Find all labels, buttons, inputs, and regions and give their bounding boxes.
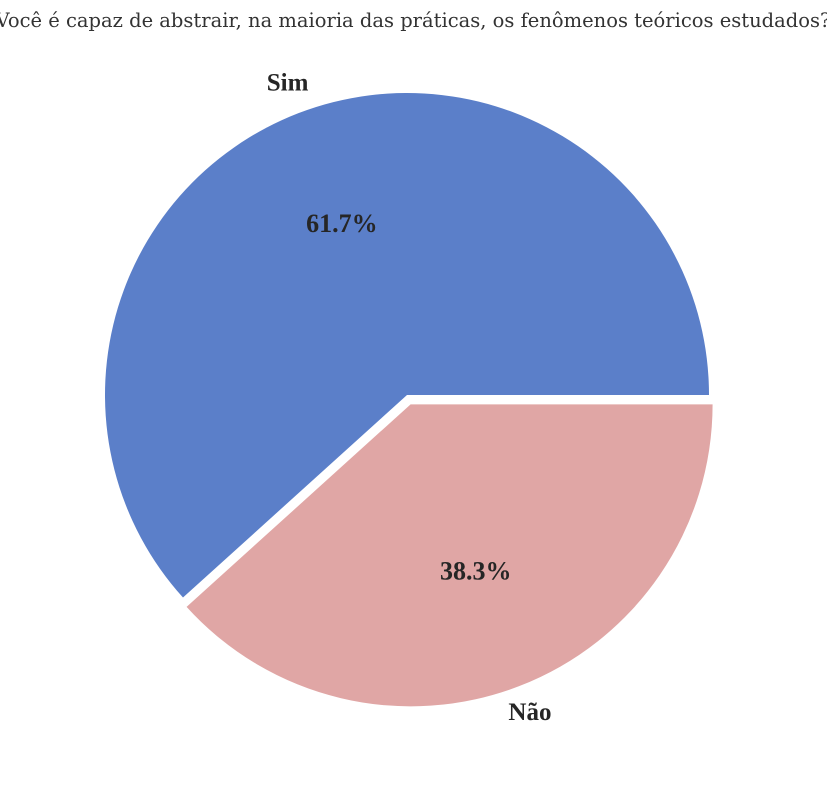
pie-slice-sim [104,92,710,598]
pie-slice-nao [186,404,713,707]
chart-title: Você é capaz de abstrair, na maioria das… [0,9,827,32]
category-label: Sim [267,70,309,97]
pie-slices [104,92,713,707]
pie-labels: Sim 61.7% Não 38.3% [267,70,552,726]
category-label: Não [508,699,551,726]
percentage-label: 61.7% [306,209,378,238]
percentage-label: 38.3% [440,556,512,585]
